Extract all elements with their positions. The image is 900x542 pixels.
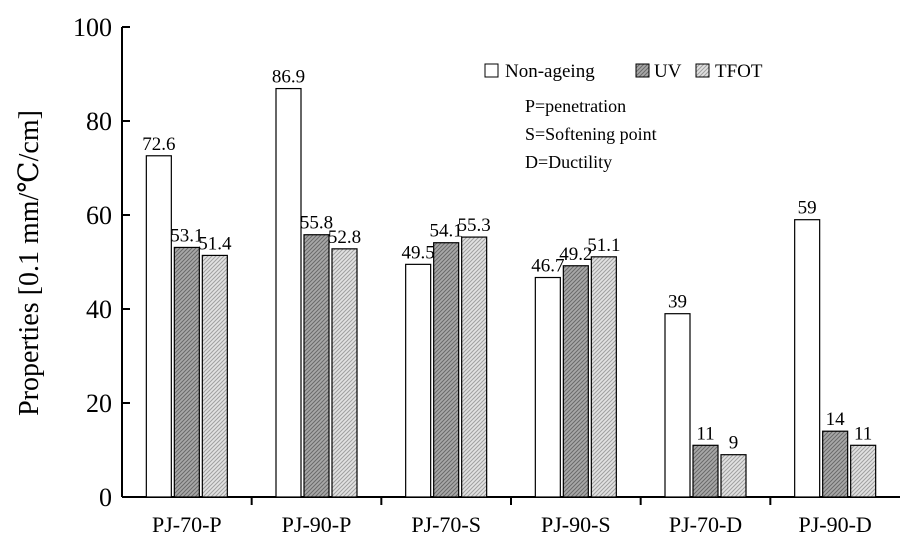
note-softening-point: S=Softening point [525,124,657,144]
bar-tfot-pj-90-d [850,444,877,498]
y-tick-label: 100 [73,13,112,42]
bar-tfot-pj-70-p [201,254,228,498]
bar-labels: 72.6 53.151.4 86.9 55.852.8 49.554.155.3 46.7… [142,67,872,454]
data-label-tfot-pj-90-d: 11 [854,423,872,444]
legend: Non-ageing UV TFOT [484,61,763,82]
bar-tfot-pj-90-p [331,248,358,498]
legend-swatch-non-ageing [484,63,499,78]
bar-non-ageing-pj-90-p [275,87,302,498]
data-label-non-ageing-pj-90-p: 86.9 [272,67,305,88]
y-tick-label: 40 [86,295,112,324]
data-label-uv-pj-90-d: 14 [826,409,846,430]
bars [145,87,877,498]
data-label-uv-pj-90-s: 49.2 [559,244,592,265]
x-tick-label-pj-90-p: PJ-90-P [282,512,352,537]
bar-uv-pj-70-s [433,242,460,498]
x-tick-label-pj-90-d: PJ-90-D [798,512,871,537]
bar-tfot-pj-70-s [461,236,488,498]
legend-label-tfot: TFOT [715,61,763,82]
bar-uv-pj-90-d [822,430,849,498]
y-tick-label: 60 [86,201,112,230]
data-label-tfot-pj-70-p: 51.4 [198,233,232,254]
bar-uv-pj-70-p [173,246,200,498]
data-label-tfot-pj-90-s: 51.1 [587,235,620,256]
x-ticks: PJ-70-P PJ-90-P PJ-70-S PJ-90-S PJ-70-D PJ-90… [152,497,872,537]
data-label-uv-pj-90-p: 55.8 [300,213,333,234]
abbreviation-notes: P=penetration S=Softening point D=Ductil… [525,96,657,172]
bar-non-ageing-pj-70-d [664,313,691,498]
bar-non-ageing-pj-90-d [794,219,821,498]
data-label-non-ageing-pj-70-s: 49.5 [402,242,435,263]
bar-uv-pj-90-s [562,265,589,498]
y-tick-label: 20 [86,389,112,418]
bar-non-ageing-pj-90-s [534,276,561,498]
legend-label-non-ageing: Non-ageing [505,61,595,82]
y-axis-label: Properties [0.1 mm/℃/cm] [14,110,45,416]
y-tick-label: 0 [99,483,112,512]
note-penetration: P=penetration [525,96,626,116]
bar-non-ageing-pj-70-s [405,263,432,498]
bar-tfot-pj-70-d [720,454,747,498]
legend-swatch-tfot [695,63,710,78]
bar-non-ageing-pj-70-p [145,155,172,498]
data-label-uv-pj-70-d: 11 [696,423,714,444]
data-label-non-ageing-pj-70-p: 72.6 [142,134,175,155]
axes [121,27,900,498]
data-label-uv-pj-70-s: 54.1 [430,221,463,242]
data-label-non-ageing-pj-90-d: 59 [798,198,817,219]
x-tick-label-pj-90-s: PJ-90-S [541,512,611,537]
x-tick-label-pj-70-p: PJ-70-P [152,512,222,537]
bar-tfot-pj-90-s [590,256,617,498]
x-tick-label-pj-70-s: PJ-70-S [411,512,481,537]
data-label-non-ageing-pj-90-s: 46.7 [531,256,564,277]
data-label-tfot-pj-70-s: 55.3 [458,215,491,236]
legend-label-uv: UV [654,61,682,82]
bar-uv-pj-70-d [692,444,719,498]
bar-uv-pj-90-p [303,234,330,498]
x-tick-label-pj-70-d: PJ-70-D [669,512,742,537]
y-ticks: 0 20 40 60 80 100 [73,13,130,512]
y-tick-label: 80 [86,107,112,136]
data-label-uv-pj-70-p: 53.1 [170,225,203,246]
note-ductility: D=Ductility [525,152,612,172]
legend-swatch-uv [635,63,650,78]
data-label-tfot-pj-90-p: 52.8 [328,227,361,248]
data-label-tfot-pj-70-d: 9 [729,433,739,454]
data-label-non-ageing-pj-70-d: 39 [668,292,687,313]
